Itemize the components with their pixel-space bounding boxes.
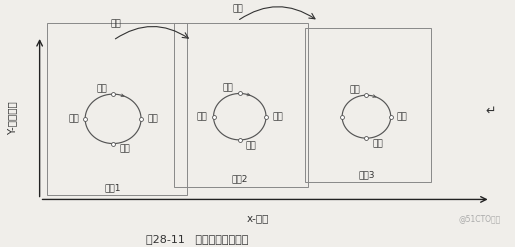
Text: 迭代: 迭代 xyxy=(111,20,122,29)
Bar xyxy=(47,23,186,195)
Text: 版本2: 版本2 xyxy=(232,174,248,183)
Text: 评估: 评估 xyxy=(246,141,256,150)
Text: 共识: 共识 xyxy=(397,112,407,121)
Text: 共识: 共识 xyxy=(147,114,158,123)
Text: 度量: 度量 xyxy=(96,84,107,93)
Text: 评估: 评估 xyxy=(372,139,383,148)
Text: 共识: 共识 xyxy=(272,112,283,121)
Text: 版本3: 版本3 xyxy=(358,170,375,179)
Text: 评估: 评估 xyxy=(119,145,130,154)
Text: 迭代: 迭代 xyxy=(232,4,243,14)
Text: 度量: 度量 xyxy=(350,85,360,94)
Bar xyxy=(304,27,431,182)
Text: 度量: 度量 xyxy=(223,83,234,92)
Text: ↵: ↵ xyxy=(485,105,496,118)
Text: x-时间: x-时间 xyxy=(246,213,269,223)
Text: 版本1: 版本1 xyxy=(105,183,122,192)
Text: @51CTO博客: @51CTO博客 xyxy=(458,214,501,223)
Text: 改进: 改进 xyxy=(197,112,208,121)
Text: Y-过程能力: Y-过程能力 xyxy=(7,101,17,135)
Text: 图28-11   过程改进迭代模型: 图28-11 过程改进迭代模型 xyxy=(146,234,248,244)
Bar xyxy=(174,23,308,186)
Text: 改进: 改进 xyxy=(68,114,79,123)
